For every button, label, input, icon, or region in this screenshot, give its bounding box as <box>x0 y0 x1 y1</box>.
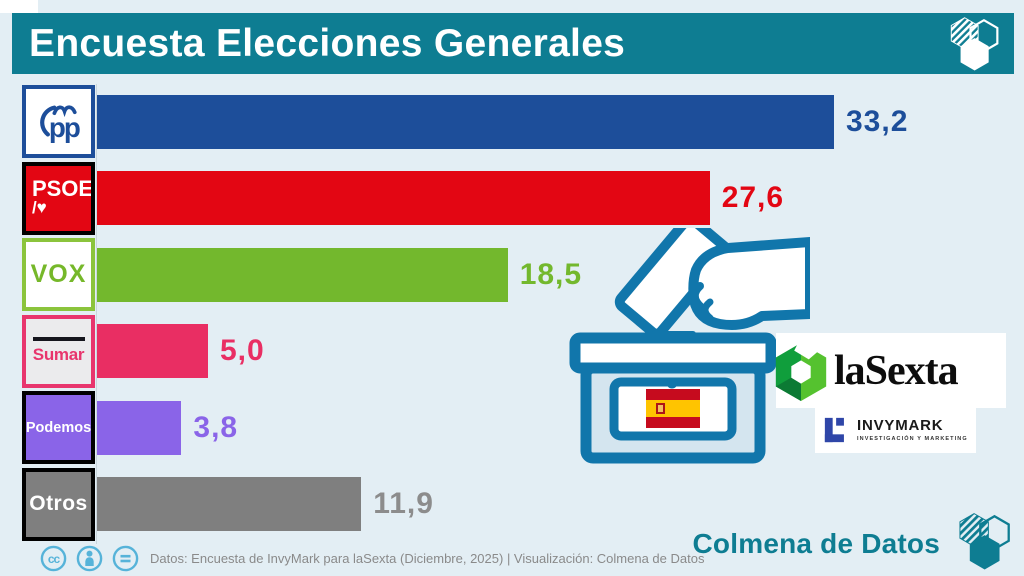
chart-row-psoe: PSOE/♥ 27,6 <box>22 161 908 235</box>
chart-row-podemos: Podemos 3,8 <box>22 391 908 464</box>
lasexta-six-icon <box>770 336 832 405</box>
bar-sumar <box>97 324 208 378</box>
party-logo-psoe: PSOE/♥ <box>22 161 95 235</box>
brand-text: Colmena de Datos <box>692 528 940 559</box>
party-logo-otros: Otros <box>22 467 95 541</box>
invymark-icon <box>824 417 850 443</box>
source-text: Datos: Encuesta de InvyMark para laSexta… <box>150 551 705 566</box>
attribution-icon <box>76 545 103 572</box>
spain-flag-icon <box>646 389 700 428</box>
corner-accent <box>0 0 38 13</box>
bar-chart: pp 33,2 PSOE/♥ 27,6 VOX 18,5 Sumar 5,0 Podemo… <box>22 85 908 544</box>
vox-logo-text: VOX <box>30 260 87 288</box>
chart-row-vox: VOX 18,5 <box>22 238 908 311</box>
bar-otros <box>97 477 362 531</box>
invymark-subtext: INVESTIGACIÓN Y MARKETING <box>857 435 968 442</box>
chart-row-sumar: Sumar 5,0 <box>22 314 908 388</box>
invymark-wordmark: INVYMARK <box>857 417 944 435</box>
value-label-pp: 33,2 <box>846 104 909 138</box>
psoe-logo-text: PSOE/♥ <box>31 176 94 218</box>
hand <box>688 237 815 330</box>
colmena-hexagon-logo-header <box>943 15 1005 75</box>
pp-logo-icon: pp <box>39 105 81 143</box>
svg-text:cc: cc <box>48 552 61 566</box>
lasexta-logo: laSexta <box>775 333 1006 408</box>
party-logo-podemos: Podemos <box>22 391 95 464</box>
party-logo-pp: pp <box>22 85 95 158</box>
cc-icon: cc <box>40 545 67 572</box>
ballot-box-illustration <box>558 214 815 470</box>
header-bar: Encuesta Elecciones Generales <box>12 13 1014 74</box>
bar-podemos <box>97 400 182 455</box>
value-label-sumar: 5,0 <box>220 334 265 367</box>
chart-row-otros: Otros 11,9 <box>22 467 908 541</box>
axis-line <box>96 84 97 544</box>
value-label-psoe: 27,6 <box>721 181 785 214</box>
bar-psoe <box>97 171 710 225</box>
value-label-otros: 11,9 <box>373 487 434 520</box>
party-logo-vox: VOX <box>22 238 95 311</box>
bar-pp <box>97 94 834 149</box>
page-title: Encuesta Elecciones Generales <box>29 21 626 65</box>
chart-row-pp: pp 33,2 <box>22 85 908 158</box>
invymark-logo: INVYMARK INVESTIGACIÓN Y MARKETING <box>815 407 976 453</box>
cc-license-icons: cc <box>40 545 139 572</box>
party-logo-sumar: Sumar <box>22 314 95 388</box>
value-label-podemos: 3,8 <box>193 410 239 444</box>
equal-icon <box>112 545 139 572</box>
sumar-logo-text: Sumar <box>26 337 91 365</box>
otros-logo-text: Otros <box>29 492 88 515</box>
svg-text:pp: pp <box>48 112 79 143</box>
podemos-logo-text: Podemos <box>25 419 92 436</box>
lasexta-wordmark: laSexta <box>834 347 959 394</box>
bar-vox <box>97 247 508 302</box>
value-label-vox: 18,5 <box>519 257 583 291</box>
colmena-hexagon-logo-footer <box>951 511 1017 574</box>
